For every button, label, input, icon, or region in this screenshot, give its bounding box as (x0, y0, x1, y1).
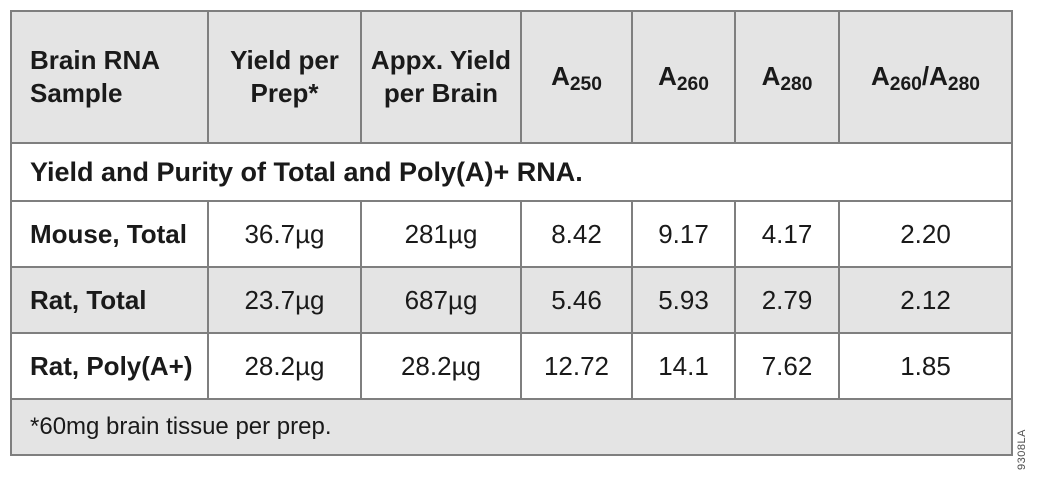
table-row-rat-total: Rat, Total 23.7µg 687µg 5.46 5.93 2.79 2… (10, 266, 1013, 334)
table-title: Yield and Purity of Total and Poly(A)+ R… (10, 142, 1013, 202)
ratio-a260-base: A (871, 61, 890, 92)
ratio-a280-subscript: 280 (947, 73, 980, 95)
ratio-slash: / (921, 61, 930, 92)
a250-cell: 8.42 (520, 200, 633, 268)
a280-cell: 7.62 (734, 332, 840, 400)
a260-cell: 9.17 (631, 200, 736, 268)
header-cell-a280: A280 (734, 10, 840, 144)
footnote-row: *60mg brain tissue per prep. (10, 398, 1013, 456)
title-row: Yield and Purity of Total and Poly(A)+ R… (10, 142, 1013, 202)
header-row: Brain RNA Sample Yield per Prep* Appx. Y… (10, 10, 1013, 144)
yield-per-brain-cell: 281µg (360, 200, 522, 268)
a250-cell: 12.72 (520, 332, 633, 400)
header-cell-a260: A260 (631, 10, 736, 144)
yield-per-prep-cell: 36.7µg (207, 200, 362, 268)
header-cell-sample: Brain RNA Sample (10, 10, 209, 144)
ratio-a260-subscript: 260 (889, 73, 922, 95)
ratio-a280-base: A (929, 61, 948, 92)
a280-base: A (761, 61, 781, 92)
header-cell-yield-per-prep: Yield per Prep* (207, 10, 362, 144)
a260-cell: 5.93 (631, 266, 736, 334)
yield-per-prep-cell: 28.2µg (207, 332, 362, 400)
footnote: *60mg brain tissue per prep. (10, 398, 1013, 456)
sample-cell: Mouse, Total (10, 200, 209, 268)
a250-base: A (551, 61, 570, 92)
table-row-mouse-total: Mouse, Total 36.7µg 281µg 8.42 9.17 4.17… (10, 200, 1013, 268)
sample-cell: Rat, Total (10, 266, 209, 334)
ratio-cell: 1.85 (838, 332, 1013, 400)
a280-subscript: 280 (780, 73, 813, 95)
ratio-cell: 2.20 (838, 200, 1013, 268)
a250-subscript: 250 (569, 73, 602, 95)
ratio-cell: 2.12 (838, 266, 1013, 334)
a260-base: A (658, 61, 677, 92)
yield-per-brain-cell: 28.2µg (360, 332, 522, 400)
header-cell-yield-per-brain: Appx. Yield per Brain (360, 10, 522, 144)
a280-cell: 2.79 (734, 266, 840, 334)
a280-cell: 4.17 (734, 200, 840, 268)
a260-subscript: 260 (676, 73, 709, 95)
header-cell-a250: A250 (520, 10, 633, 144)
rna-yield-purity-table: Yield and Purity of Total and Poly(A)+ R… (10, 10, 1013, 456)
a260-cell: 14.1 (631, 332, 736, 400)
table-row-rat-polya: Rat, Poly(A+) 28.2µg 28.2µg 12.72 14.1 7… (10, 332, 1013, 400)
yield-per-prep-cell: 23.7µg (207, 266, 362, 334)
figure-id-label: 9308LA (1016, 429, 1028, 470)
yield-per-brain-cell: 687µg (360, 266, 522, 334)
header-cell-a260-a280-ratio: A260/A280 (838, 10, 1013, 144)
sample-cell: Rat, Poly(A+) (10, 332, 209, 400)
a250-cell: 5.46 (520, 266, 633, 334)
